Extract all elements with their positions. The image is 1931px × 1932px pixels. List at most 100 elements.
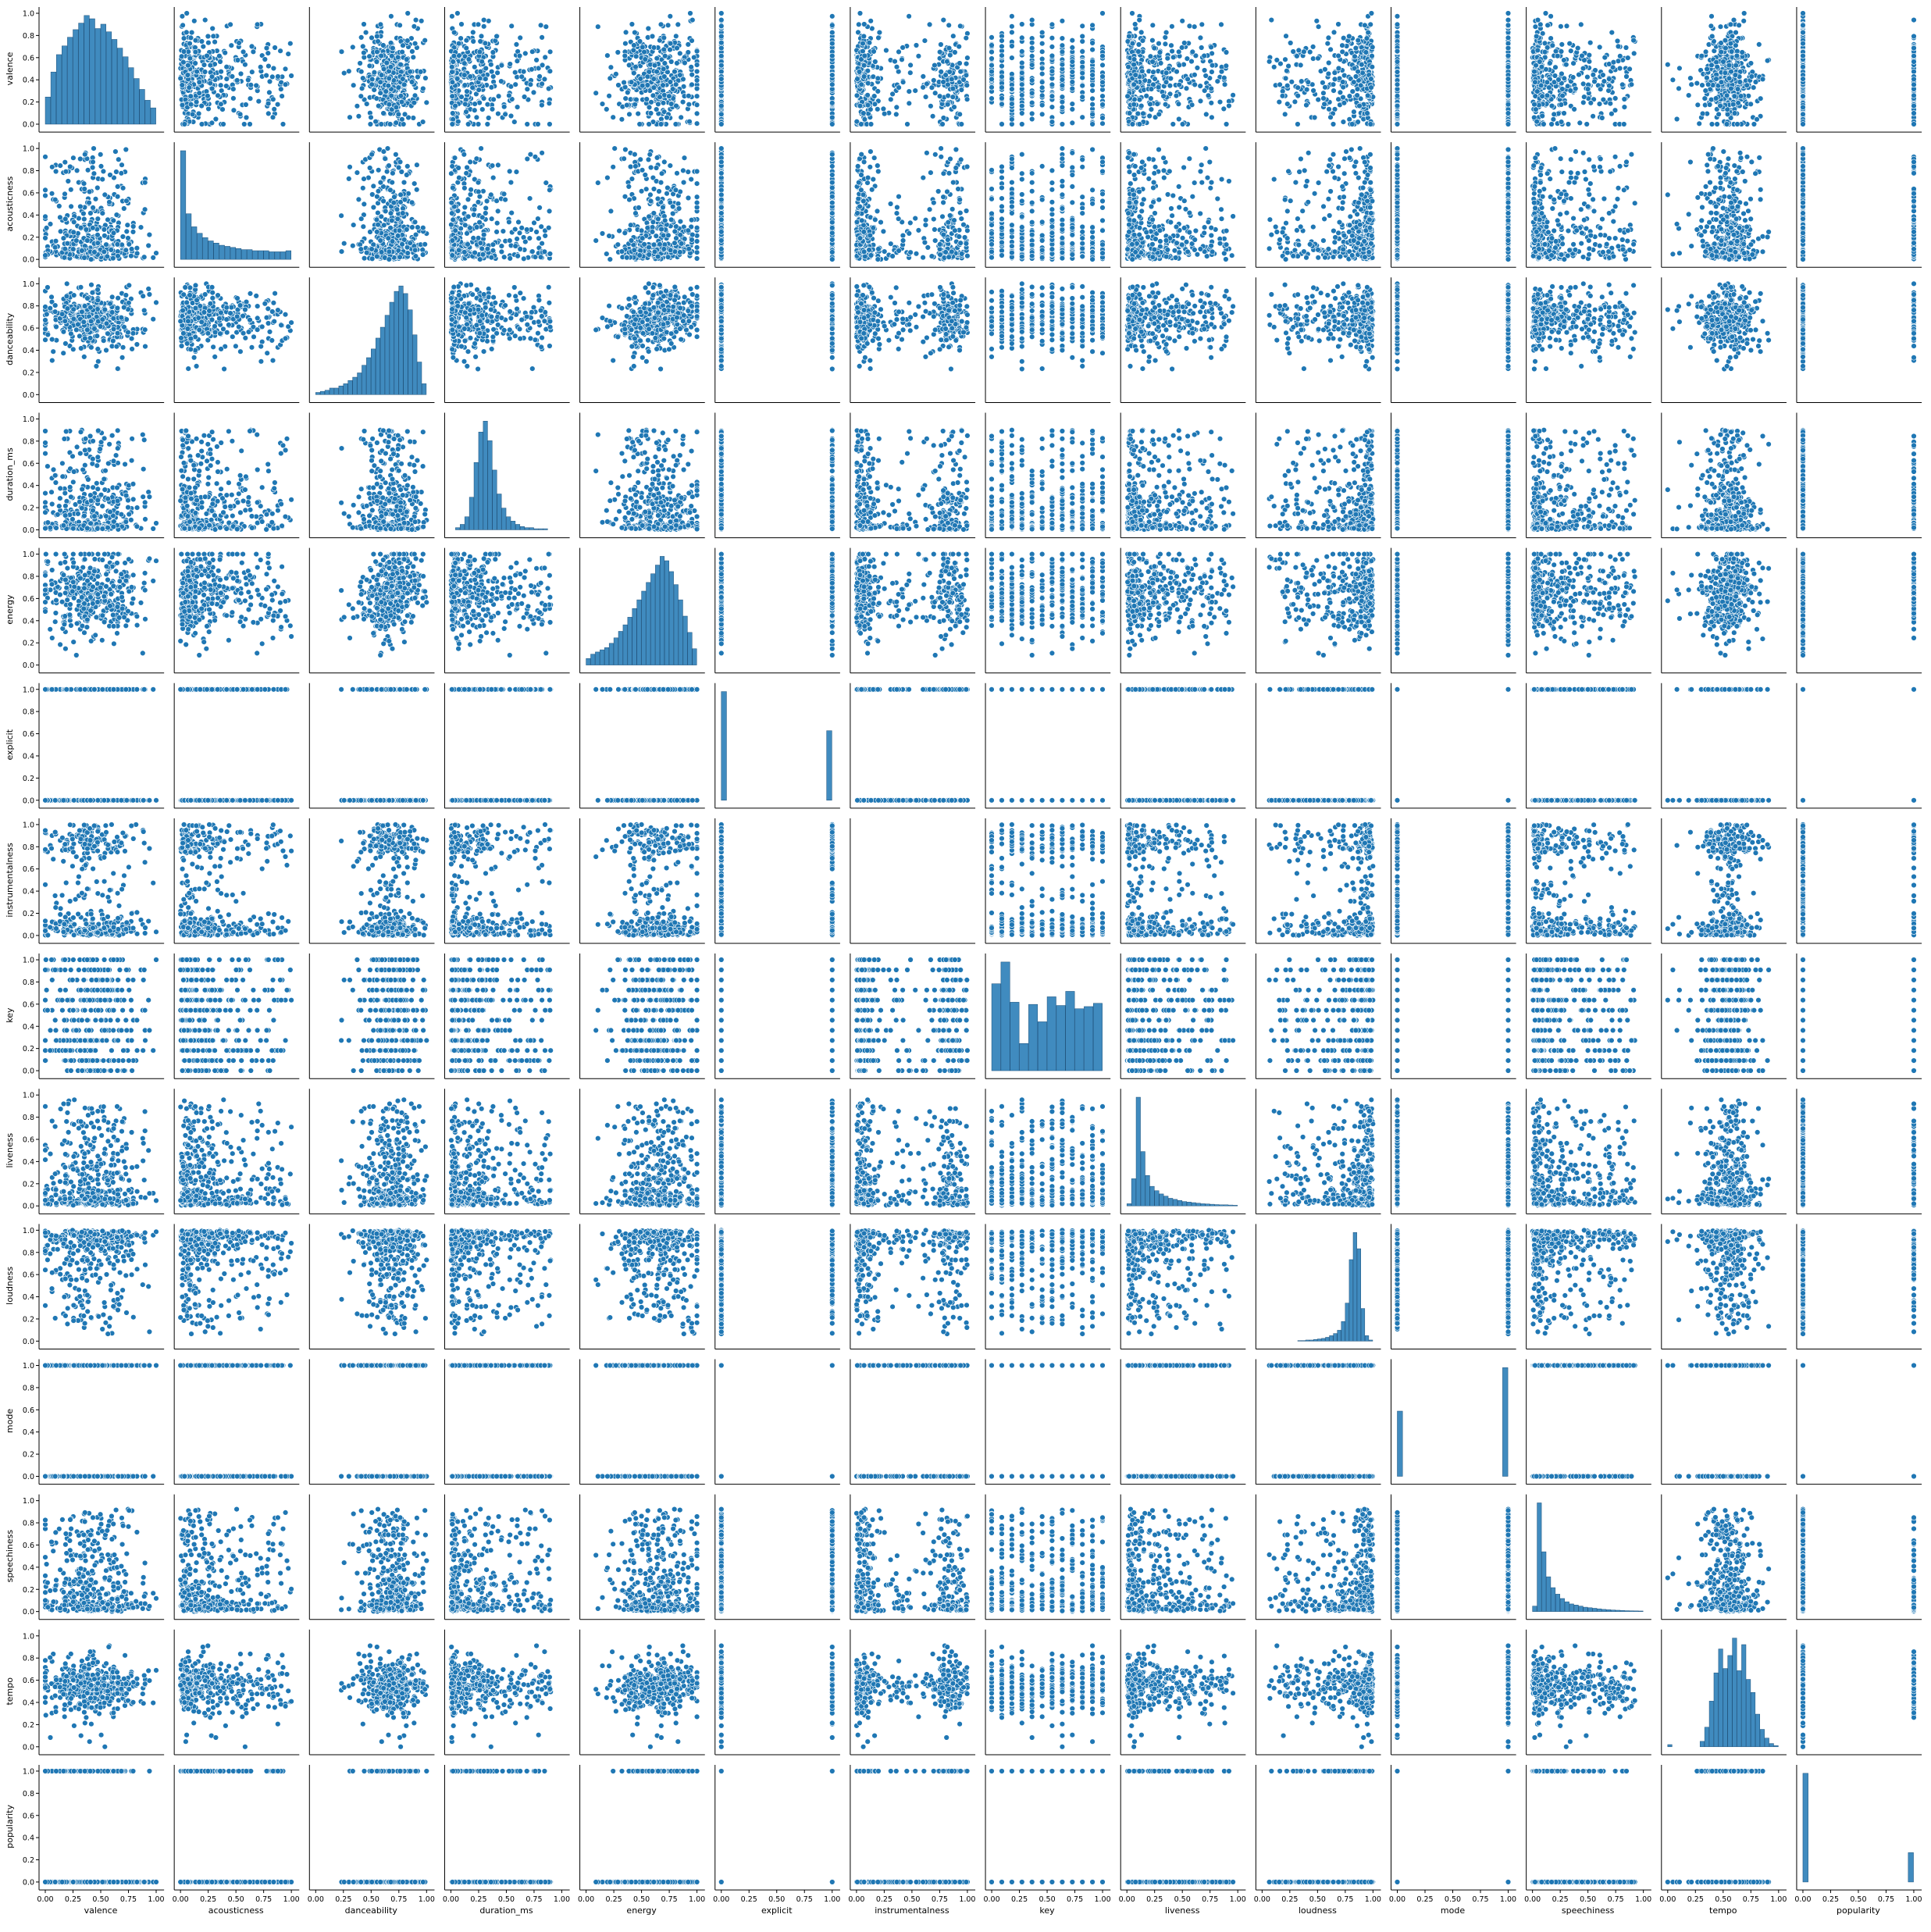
scatter-point bbox=[481, 96, 486, 102]
scatter-point bbox=[455, 11, 461, 16]
scatter-point bbox=[547, 69, 553, 74]
scatter-point bbox=[369, 77, 375, 82]
scatter-point bbox=[197, 91, 202, 96]
scatter-point bbox=[368, 122, 373, 127]
scatter-point bbox=[231, 96, 237, 102]
scatter-point bbox=[540, 81, 545, 87]
scatter-point bbox=[489, 84, 494, 90]
histogram-bar bbox=[101, 24, 106, 124]
scatter-point bbox=[228, 22, 233, 27]
scatter-point bbox=[224, 64, 230, 70]
scatter-point bbox=[378, 22, 383, 27]
scatter-point bbox=[464, 45, 469, 51]
scatter-point bbox=[373, 119, 379, 124]
scatter-point bbox=[413, 17, 419, 23]
scatter-point bbox=[450, 122, 455, 127]
scatter-point bbox=[369, 35, 375, 41]
scatter-point bbox=[187, 85, 192, 91]
scatter-point bbox=[188, 35, 194, 41]
scatter-point bbox=[547, 101, 552, 106]
scatter-point bbox=[499, 62, 504, 68]
scatter-point bbox=[267, 90, 273, 95]
scatter-point bbox=[476, 22, 481, 27]
scatter-point bbox=[187, 55, 193, 61]
scatter-point bbox=[248, 122, 253, 127]
scatter-point bbox=[479, 59, 485, 64]
scatter-point bbox=[521, 69, 526, 74]
scatter-point bbox=[395, 55, 401, 60]
scatter-point bbox=[264, 45, 269, 51]
scatter-point bbox=[458, 36, 464, 41]
scatter-point bbox=[230, 87, 236, 92]
scatter-point bbox=[679, 115, 684, 120]
scatter-point bbox=[181, 49, 187, 55]
scatter-point bbox=[409, 80, 415, 85]
scatter-point bbox=[243, 62, 248, 67]
scatter-point bbox=[499, 79, 504, 84]
scatter-point bbox=[351, 83, 356, 88]
histogram-bar bbox=[151, 108, 156, 124]
scatter-point bbox=[394, 105, 399, 110]
scatter-point bbox=[208, 62, 213, 68]
scatter-point bbox=[547, 49, 553, 55]
scatter-point bbox=[411, 55, 416, 60]
scatter-point bbox=[212, 39, 218, 45]
scatter-point bbox=[468, 74, 473, 80]
scatter-point bbox=[376, 103, 381, 109]
scatter-point bbox=[694, 94, 700, 99]
scatter-point bbox=[694, 111, 700, 116]
scatter-point bbox=[206, 40, 212, 45]
scatter-point bbox=[668, 13, 673, 19]
scatter-point bbox=[540, 35, 545, 41]
scatter-point bbox=[412, 93, 418, 98]
scatter-point bbox=[472, 102, 478, 107]
scatter-point bbox=[202, 17, 208, 23]
scatter-point bbox=[519, 74, 525, 80]
histogram-bar bbox=[123, 57, 128, 124]
scatter-point bbox=[604, 107, 609, 112]
scatter-point bbox=[451, 59, 456, 65]
scatter-point bbox=[390, 45, 396, 51]
scatter-point bbox=[483, 41, 488, 46]
scatter-point bbox=[269, 74, 275, 80]
scatter-point bbox=[464, 109, 469, 115]
histogram-bar bbox=[51, 72, 56, 124]
scatter-point bbox=[508, 113, 514, 119]
scatter-point bbox=[534, 58, 540, 63]
scatter-point bbox=[465, 122, 471, 127]
scatter-point bbox=[522, 94, 527, 100]
scatter-point bbox=[258, 64, 263, 70]
scatter-point bbox=[244, 102, 249, 108]
scatter-point bbox=[453, 103, 458, 109]
scatter-point bbox=[694, 69, 700, 74]
scatter-point bbox=[275, 102, 280, 107]
scatter-point bbox=[396, 112, 401, 117]
histogram-bar bbox=[79, 23, 84, 124]
scatter-point bbox=[420, 119, 426, 125]
scatter-point bbox=[367, 54, 372, 59]
scatter-point bbox=[501, 104, 507, 109]
scatter-point bbox=[256, 98, 262, 104]
scatter-point bbox=[494, 34, 500, 39]
scatter-point bbox=[191, 18, 197, 23]
scatter-point bbox=[237, 112, 243, 117]
scatter-point bbox=[369, 82, 375, 87]
scatter-point bbox=[181, 36, 187, 41]
scatter-point bbox=[543, 24, 549, 30]
scatter-point bbox=[223, 84, 229, 89]
scatter-point bbox=[248, 96, 253, 102]
scatter-point bbox=[486, 116, 491, 121]
scatter-point bbox=[270, 97, 276, 102]
scatter-point bbox=[254, 83, 259, 88]
scatter-point bbox=[205, 93, 211, 98]
scatter-point bbox=[540, 102, 545, 108]
scatter-point bbox=[387, 76, 392, 81]
scatter-point bbox=[189, 30, 194, 35]
scatter-point bbox=[219, 102, 224, 107]
scatter-point bbox=[461, 73, 467, 78]
scatter-point bbox=[244, 115, 249, 120]
scatter-point bbox=[451, 30, 457, 35]
scatter-point bbox=[495, 70, 501, 76]
scatter-point bbox=[383, 89, 389, 94]
scatter-point bbox=[400, 49, 405, 55]
